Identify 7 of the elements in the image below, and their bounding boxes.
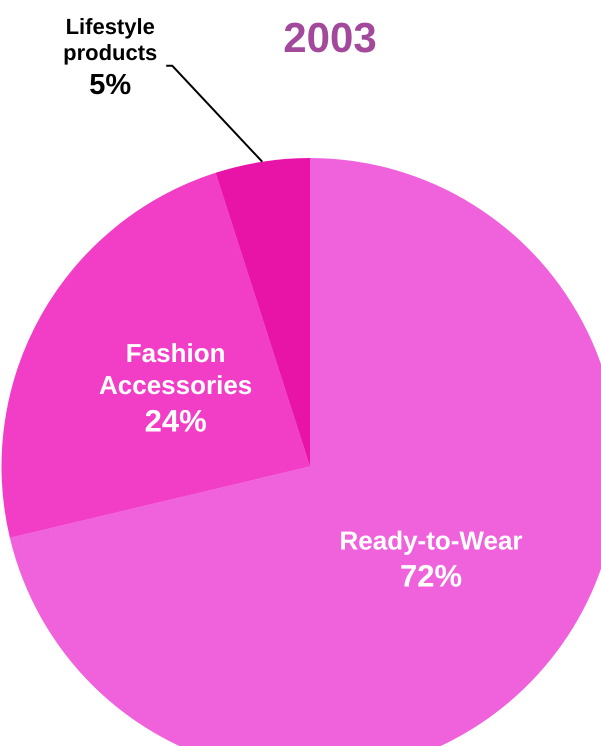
- data-label: 24%: [144, 403, 207, 438]
- data-label: 72%: [400, 558, 462, 594]
- slice-label: Fashion Accessories: [99, 338, 252, 400]
- slice-label: Ready-to-Wear: [340, 525, 523, 556]
- chart-title: 2003: [282, 14, 378, 62]
- slice-label: Lifestyle products: [63, 14, 158, 65]
- data-label: 5%: [89, 68, 132, 101]
